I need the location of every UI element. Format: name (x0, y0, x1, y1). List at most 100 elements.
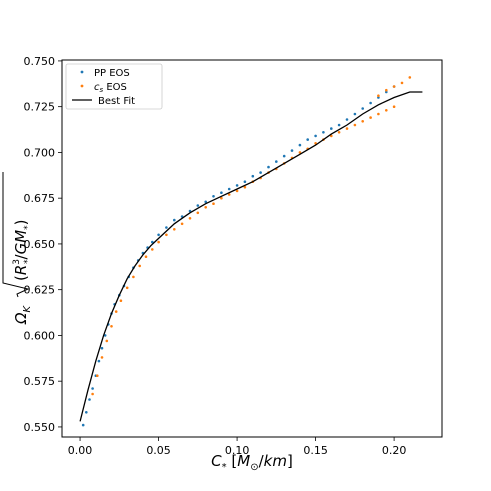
legend-marker-cs-eos (80, 84, 84, 88)
series-line-best-fit (79, 91, 423, 422)
y-tick-label: 0.575 (24, 375, 56, 388)
data-point-cs-eos-42 (392, 105, 396, 108)
x-tick-label: 0.00 (68, 444, 93, 457)
data-point-cs-eos-39 (369, 116, 372, 119)
svg-text:ΩK: ΩK (12, 305, 33, 325)
data-point-pp-eos-48 (385, 90, 388, 94)
data-point-cs-eos-18 (204, 206, 207, 209)
legend: PP EOS cs EOS Best Fit (65, 63, 163, 110)
data-point-pp-eos-20 (165, 226, 168, 229)
data-point-pp-eos-24 (196, 204, 200, 207)
y-tick-label: 0.625 (24, 284, 56, 297)
data-point-pp-eos-6 (100, 346, 104, 350)
y-axis-label: ΩK (R3*/GM*) (2, 172, 33, 325)
data-point-cs-eos-46 (400, 81, 404, 85)
x-tick-label: 0.15 (303, 444, 328, 457)
y-axis-ticks: 0.550 0.575 0.600 0.625 0.650 0.675 0.700 0.725… (24, 55, 62, 434)
data-point-pp-eos-18 (151, 240, 154, 244)
y-tick-label: 0.600 (24, 329, 56, 342)
data-point-cs-eos-40 (377, 112, 380, 116)
data-point-pp-eos-5 (97, 359, 101, 363)
data-point-pp-eos-3 (91, 387, 94, 390)
data-point-cs-eos-10 (144, 255, 148, 258)
data-point-pp-eos-38 (306, 138, 310, 141)
data-point-cs-eos-14 (173, 228, 176, 231)
data-point-cs-eos-9 (138, 264, 141, 268)
data-point-cs-eos-23 (243, 185, 247, 189)
y-tick-label: 0.700 (24, 146, 56, 159)
data-point-pp-eos-39 (314, 134, 317, 138)
legend-box (65, 63, 163, 110)
data-point-cs-eos-43 (377, 94, 380, 97)
data-point-cs-eos-5 (114, 310, 118, 313)
data-point-cs-eos-8 (132, 275, 135, 279)
axes-frame (61, 59, 443, 438)
legend-label-best-fit: Best Fit (98, 96, 135, 107)
data-point-cs-eos-41 (385, 109, 388, 112)
data-point-pp-eos-47 (377, 96, 380, 99)
data-point-pp-eos-31 (251, 174, 255, 178)
data-point-cs-eos-0 (91, 392, 94, 396)
data-point-pp-eos-32 (259, 171, 262, 174)
x-tick-label: 0.10 (225, 444, 250, 457)
data-point-pp-eos-21 (173, 218, 176, 222)
data-point-pp-eos-46 (369, 101, 372, 105)
data-point-cs-eos-3 (105, 339, 109, 343)
data-point-cs-eos-38 (361, 120, 365, 123)
data-point-pp-eos-41 (330, 127, 333, 130)
y-tick-label: 0.675 (24, 192, 56, 205)
data-point-cs-eos-13 (165, 233, 168, 237)
data-point-pp-eos-44 (353, 112, 357, 116)
data-point-cs-eos-16 (188, 217, 192, 220)
data-point-pp-eos-37 (298, 143, 302, 147)
data-point-cs-eos-15 (180, 222, 184, 226)
legend-marker-pp-eos (80, 70, 84, 74)
plot-area (62, 60, 442, 437)
data-layer (79, 76, 423, 427)
data-point-pp-eos-28 (227, 187, 231, 191)
x-axis-ticks: 0.00 0.05 0.10 0.15 0.20 (68, 437, 407, 457)
data-point-pp-eos-7 (103, 334, 107, 337)
data-point-pp-eos-23 (188, 209, 192, 213)
legend-label-cs-eos: cs EOS (94, 82, 127, 94)
data-point-cs-eos-19 (212, 202, 215, 205)
legend-label-pp-eos: PP EOS (94, 68, 130, 79)
data-point-pp-eos-29 (235, 184, 239, 187)
data-point-cs-eos-12 (157, 240, 160, 244)
x-axis-label: C* [M⊙/km] (211, 452, 293, 473)
data-point-cs-eos-11 (151, 248, 154, 251)
data-point-cs-eos-47 (408, 76, 412, 79)
data-point-cs-eos-20 (220, 196, 223, 200)
data-point-cs-eos-4 (110, 325, 113, 328)
data-point-pp-eos-2 (88, 398, 91, 401)
data-point-pp-eos-36 (290, 149, 294, 152)
y-tick-label: 0.650 (24, 238, 56, 251)
y-tick-label: 0.750 (24, 55, 56, 68)
data-point-pp-eos-30 (243, 180, 247, 183)
data-point-cs-eos-35 (337, 131, 341, 134)
y-tick-label: 0.725 (24, 101, 56, 114)
data-point-cs-eos-17 (196, 211, 200, 215)
data-point-pp-eos-42 (337, 123, 341, 127)
data-point-cs-eos-22 (235, 189, 239, 193)
data-point-pp-eos-35 (282, 154, 286, 158)
data-point-cs-eos-45 (392, 85, 396, 88)
svg-text:(R3*/GM*): (R3*/GM*) (12, 219, 33, 281)
data-point-pp-eos-1 (85, 411, 88, 414)
data-point-cs-eos-6 (119, 299, 123, 303)
data-point-pp-eos-0 (81, 423, 85, 427)
data-point-pp-eos-26 (212, 195, 215, 198)
data-point-cs-eos-36 (345, 127, 349, 130)
data-point-pp-eos-40 (322, 131, 325, 134)
data-point-pp-eos-27 (220, 191, 223, 194)
data-point-cs-eos-44 (385, 88, 388, 92)
data-point-cs-eos-21 (227, 193, 231, 196)
data-point-cs-eos-7 (125, 286, 129, 290)
data-point-cs-eos-37 (353, 123, 357, 127)
data-point-pp-eos-25 (204, 200, 207, 204)
x-tick-label: 0.05 (146, 444, 171, 457)
data-point-cs-eos-1 (96, 374, 99, 378)
x-tick-label: 0.20 (382, 444, 407, 457)
data-point-pp-eos-33 (267, 165, 270, 169)
